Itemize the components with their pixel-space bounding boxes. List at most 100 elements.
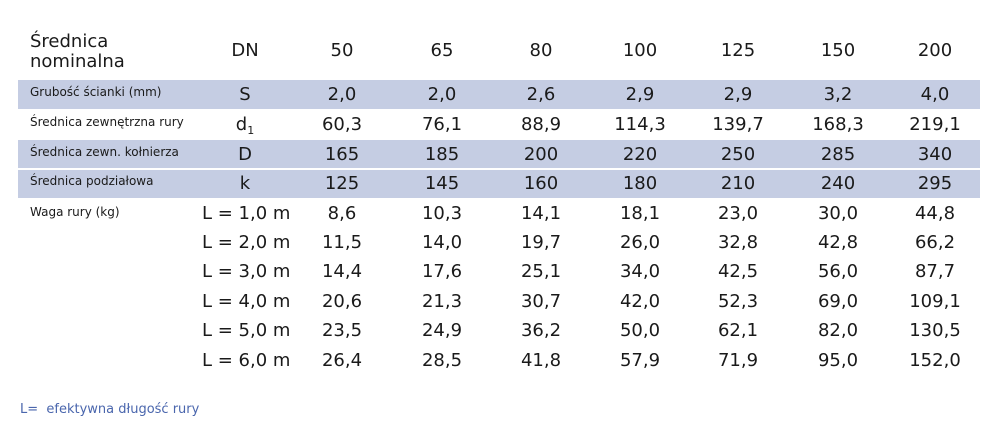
row-symbol: k [239, 173, 251, 194]
row-label: Grubość ścianki (mm) [30, 85, 162, 99]
cell-value: 340 [917, 144, 953, 165]
cell-value: 32,8 [717, 232, 759, 253]
cell-value: 18,1 [619, 203, 661, 224]
row-symbol: d1 [235, 114, 255, 137]
row-symbol: S [239, 84, 251, 105]
cell-value: 295 [917, 173, 953, 194]
header-size: 150 [820, 40, 856, 61]
cell-value: 285 [820, 144, 856, 165]
length-label: L = 3,0 m [202, 261, 291, 282]
cell-value: 56,0 [817, 261, 859, 282]
cell-value: 14,0 [421, 232, 463, 253]
length-label: L = 5,0 m [202, 320, 291, 341]
cell-value: 2,9 [625, 84, 655, 105]
cell-value: 240 [820, 173, 856, 194]
cell-value: 23,0 [717, 203, 759, 224]
cell-value: 87,7 [914, 261, 956, 282]
cell-value: 52,3 [717, 291, 759, 312]
cell-value: 19,7 [520, 232, 562, 253]
cell-value: 57,9 [619, 350, 661, 371]
cell-value: 139,7 [712, 114, 764, 135]
cell-value: 42,0 [619, 291, 661, 312]
cell-value: 23,5 [321, 320, 363, 341]
cell-value: 2,0 [327, 84, 357, 105]
row-symbol: D [238, 144, 252, 165]
cell-value: 10,3 [421, 203, 463, 224]
row-label: Średnica zewnętrzna rury [30, 115, 184, 129]
cell-value: 88,9 [520, 114, 562, 135]
cell-value: 17,6 [421, 261, 463, 282]
cell-value: 76,1 [421, 114, 463, 135]
cell-value: 24,9 [421, 320, 463, 341]
header-label: Średnica nominalna [30, 31, 125, 72]
cell-value: 8,6 [327, 203, 357, 224]
cell-value: 200 [523, 144, 559, 165]
length-label: L = 4,0 m [202, 291, 291, 312]
cell-value: 152,0 [909, 350, 961, 371]
cell-value: 210 [720, 173, 756, 194]
cell-value: 114,3 [614, 114, 666, 135]
header-size: 100 [622, 40, 658, 61]
cell-value: 219,1 [909, 114, 961, 135]
cell-value: 160 [523, 173, 559, 194]
row-band [18, 80, 980, 109]
symbol-subscript: 1 [247, 124, 255, 137]
cell-value: 168,3 [812, 114, 864, 135]
cell-value: 30,0 [817, 203, 859, 224]
row-band [18, 170, 980, 198]
cell-value: 36,2 [520, 320, 562, 341]
cell-value: 95,0 [817, 350, 859, 371]
cell-value: 185 [424, 144, 460, 165]
footnote: L= efektywna długość rury [20, 402, 200, 417]
cell-value: 2,0 [427, 84, 457, 105]
cell-value: 3,2 [823, 84, 853, 105]
cell-value: 14,1 [520, 203, 562, 224]
cell-value: 50,0 [619, 320, 661, 341]
cell-value: 21,3 [421, 291, 463, 312]
length-label: L = 2,0 m [202, 232, 291, 253]
cell-value: 145 [424, 173, 460, 194]
cell-value: 2,9 [723, 84, 753, 105]
header-symbol: DN [231, 40, 259, 61]
cell-value: 26,4 [321, 350, 363, 371]
cell-value: 4,0 [920, 84, 950, 105]
cell-value: 250 [720, 144, 756, 165]
header-size: 200 [917, 40, 953, 61]
length-label: L = 6,0 m [202, 350, 291, 371]
cell-value: 66,2 [914, 232, 956, 253]
cell-value: 180 [622, 173, 658, 194]
cell-value: 25,1 [520, 261, 562, 282]
header-size: 80 [529, 40, 553, 61]
weight-label: Waga rury (kg) [30, 205, 120, 219]
cell-value: 165 [324, 144, 360, 165]
cell-value: 14,4 [321, 261, 363, 282]
cell-value: 220 [622, 144, 658, 165]
cell-value: 41,8 [520, 350, 562, 371]
header-size: 125 [720, 40, 756, 61]
cell-value: 69,0 [817, 291, 859, 312]
cell-value: 82,0 [817, 320, 859, 341]
cell-value: 60,3 [321, 114, 363, 135]
cell-value: 30,7 [520, 291, 562, 312]
row-label: Średnica zewn. kołnierza [30, 145, 179, 159]
header-size: 50 [330, 40, 354, 61]
cell-value: 44,8 [914, 203, 956, 224]
cell-value: 11,5 [321, 232, 363, 253]
cell-value: 20,6 [321, 291, 363, 312]
cell-value: 34,0 [619, 261, 661, 282]
cell-value: 42,5 [717, 261, 759, 282]
cell-value: 28,5 [421, 350, 463, 371]
row-band [18, 140, 980, 168]
length-label: L = 1,0 m [202, 203, 291, 224]
row-label: Średnica podziałowa [30, 174, 154, 188]
cell-value: 109,1 [909, 291, 961, 312]
cell-value: 2,6 [526, 84, 556, 105]
cell-value: 62,1 [717, 320, 759, 341]
cell-value: 71,9 [717, 350, 759, 371]
header-size: 65 [430, 40, 454, 61]
cell-value: 130,5 [909, 320, 961, 341]
cell-value: 42,8 [817, 232, 859, 253]
cell-value: 125 [324, 173, 360, 194]
cell-value: 26,0 [619, 232, 661, 253]
